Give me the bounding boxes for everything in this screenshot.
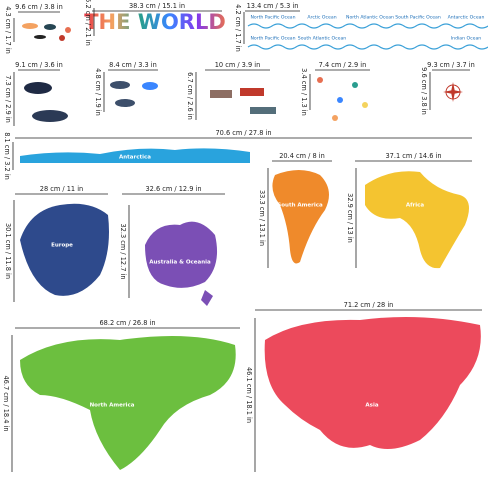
- continent-name: North America: [90, 403, 135, 409]
- height-label: 4.8 cm / 1.9 in: [94, 68, 102, 116]
- title: THE WORLD: [84, 10, 226, 34]
- width-label: 7.4 cm / 2.9 in: [319, 61, 367, 69]
- ocean-label: North Pacific Ocean: [250, 15, 295, 21]
- width-label: 70.6 cm / 27.8 in: [215, 129, 271, 137]
- width-label: 38.3 cm / 15.1 in: [129, 2, 185, 10]
- width-label: 68.2 cm / 26.8 in: [99, 319, 155, 327]
- ocean-label: South Atlantic Ocean: [298, 36, 347, 42]
- height-label: 30.1 cm / 11.8 in: [4, 223, 12, 279]
- height-label: 3.4 cm / 1.3 in: [300, 68, 308, 116]
- height-label: 46.7 cm / 18.4 in: [2, 375, 10, 431]
- continent-name: Europe: [51, 243, 73, 249]
- width-label: 9.3 cm / 3.7 in: [427, 61, 475, 69]
- ocean-label: Antarctic Ocean: [448, 15, 485, 21]
- width-label: 32.6 cm / 12.9 in: [145, 185, 201, 193]
- ocean-label: Arctic Ocean: [307, 15, 336, 21]
- height-label: 5.2 cm / 2.1 in: [84, 0, 92, 46]
- height-label: 46.1 cm / 18.1 in: [245, 367, 253, 423]
- width-label: 20.4 cm / 8 in: [279, 152, 325, 160]
- height-label: 4.3 cm / 1.7 in: [4, 6, 12, 54]
- ocean-label: North Atlantic Ocean: [346, 15, 394, 21]
- continent-name: Asia: [365, 403, 378, 409]
- continent-name: Antarctica: [119, 155, 151, 161]
- ocean-label: South Pacific Ocean: [395, 15, 441, 21]
- ocean-label: North Pacific Ocean: [250, 36, 295, 42]
- width-label: 71.2 cm / 28 in: [344, 301, 394, 309]
- height-label: 8.1 cm / 3.2 in: [3, 132, 11, 180]
- width-label: 8.4 cm / 3.3 in: [109, 61, 157, 69]
- height-label: 9.6 cm / 3.8 in: [420, 67, 428, 115]
- height-label: 4.2 cm / 1.7 in: [234, 4, 242, 52]
- ocean-label: Indian Ocean: [451, 36, 481, 42]
- continent-name: South America: [277, 203, 323, 209]
- width-label: 10 cm / 3.9 in: [215, 61, 261, 69]
- width-label: 9.1 cm / 3.6 in: [15, 61, 63, 69]
- height-label: 7.3 cm / 2.9 in: [4, 75, 12, 123]
- width-label: 28 cm / 11 in: [40, 185, 83, 193]
- width-label: 37.1 cm / 14.6 in: [385, 152, 441, 160]
- height-label: 33.3 cm / 13.1 in: [258, 190, 266, 246]
- width-label: 13.4 cm / 5.3 in: [247, 2, 299, 10]
- height-label: 32.3 cm / 12.7 in: [119, 223, 127, 279]
- continent-name: Africa: [406, 203, 425, 209]
- height-label: 32.9 cm / 13 in: [346, 193, 354, 243]
- artwork: THE WORLD Antarctica South America: [20, 10, 488, 470]
- continent-name: Australia & Oceania: [149, 260, 211, 266]
- width-label: 9.6 cm / 3.8 in: [15, 3, 63, 11]
- height-label: 6.7 cm / 2.6 in: [186, 72, 194, 120]
